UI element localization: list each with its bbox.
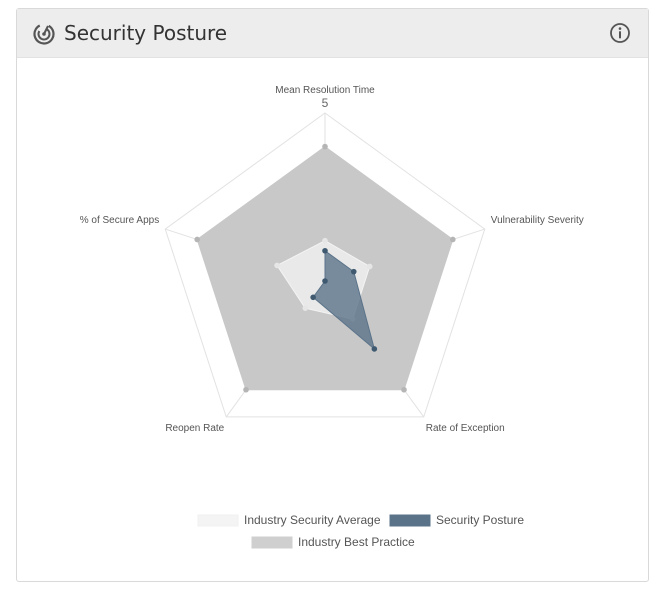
series-point [194, 236, 200, 243]
series-point [302, 305, 309, 311]
series-area [312, 249, 376, 351]
series-point [322, 278, 328, 284]
card-title: Security Posture [64, 21, 228, 45]
legend-label: Security Posture [436, 513, 524, 527]
legend-swatch [389, 514, 431, 527]
tick-label: 5 [322, 96, 329, 110]
series-point [322, 143, 328, 150]
series-point [243, 386, 249, 393]
series-point [401, 386, 407, 393]
axis-label: Vulnerability Severity [491, 215, 584, 226]
info-icon[interactable] [609, 22, 631, 44]
legend-label: Industry Best Practice [298, 535, 415, 549]
radar-icon [33, 23, 55, 45]
series-point [350, 268, 357, 275]
series-point [310, 294, 316, 301]
security-posture-card: Security Posture [16, 8, 649, 582]
axis-label: Mean Resolution Time [275, 85, 375, 96]
legend-swatch [251, 536, 293, 549]
legend-swatch [197, 514, 239, 527]
axis-label: % of Secure Apps [80, 215, 160, 226]
series-point [274, 262, 280, 269]
axis-label: Reopen Rate [165, 423, 224, 434]
axis-label: Rate of Exception [426, 423, 505, 434]
card-header: Security Posture [17, 9, 648, 58]
series-point [450, 236, 456, 243]
legend-label: Industry Security Average [244, 513, 381, 527]
series-point [371, 346, 378, 352]
radar-grid-ring [164, 112, 486, 418]
series-point [366, 263, 373, 270]
series-point [322, 247, 328, 254]
series-point [322, 237, 328, 244]
